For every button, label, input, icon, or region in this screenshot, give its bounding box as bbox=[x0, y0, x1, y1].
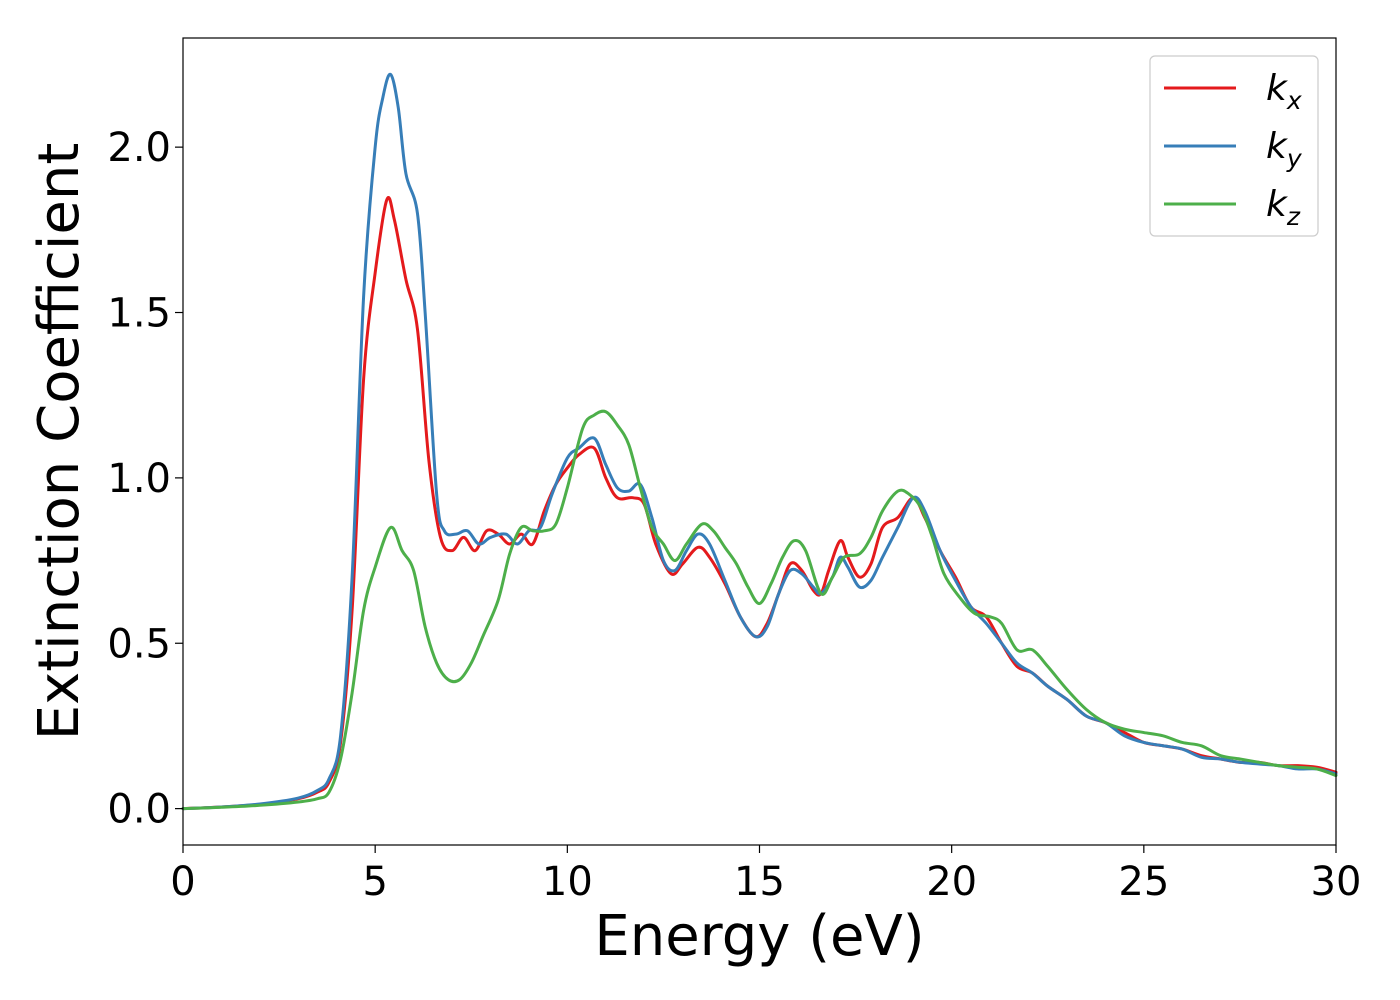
series-line-k-z bbox=[181, 409, 1338, 811]
x-axis: 0 5 10 15 20 25 30 bbox=[170, 845, 1361, 905]
legend-label-main: k bbox=[1266, 126, 1289, 167]
series-line-k-y bbox=[181, 72, 1338, 811]
y-axis: 0.0 0.5 1.0 1.5 2.0 bbox=[107, 125, 183, 833]
legend-label-main: k bbox=[1266, 184, 1289, 225]
y-tick-label: 1.5 bbox=[107, 291, 171, 337]
legend-label-subscript: x bbox=[1286, 86, 1302, 115]
x-tick-label: 15 bbox=[734, 859, 785, 905]
x-tick-label: 30 bbox=[1311, 859, 1362, 905]
legend-label: kz bbox=[1266, 184, 1301, 231]
legend-label: kx bbox=[1266, 68, 1302, 115]
y-axis-title: Extinction Coefficient bbox=[27, 143, 92, 741]
x-tick-label: 10 bbox=[542, 859, 593, 905]
legend-label: ky bbox=[1266, 126, 1303, 173]
x-tick-label: 20 bbox=[926, 859, 977, 905]
legend-label-main: k bbox=[1266, 68, 1289, 109]
y-tick-label: 1.0 bbox=[107, 456, 171, 502]
y-tick-label: 2.0 bbox=[107, 125, 171, 171]
series-layer bbox=[181, 72, 1338, 811]
y-tick-label: 0.0 bbox=[107, 787, 171, 833]
x-axis-title: Energy (eV) bbox=[594, 904, 924, 969]
legend-label-subscript: y bbox=[1286, 144, 1303, 173]
x-tick-label: 5 bbox=[362, 859, 387, 905]
x-tick-label: 0 bbox=[170, 859, 195, 905]
y-tick-label: 0.5 bbox=[107, 621, 171, 667]
x-tick-label: 25 bbox=[1118, 859, 1169, 905]
legend-label-subscript: z bbox=[1286, 202, 1301, 231]
